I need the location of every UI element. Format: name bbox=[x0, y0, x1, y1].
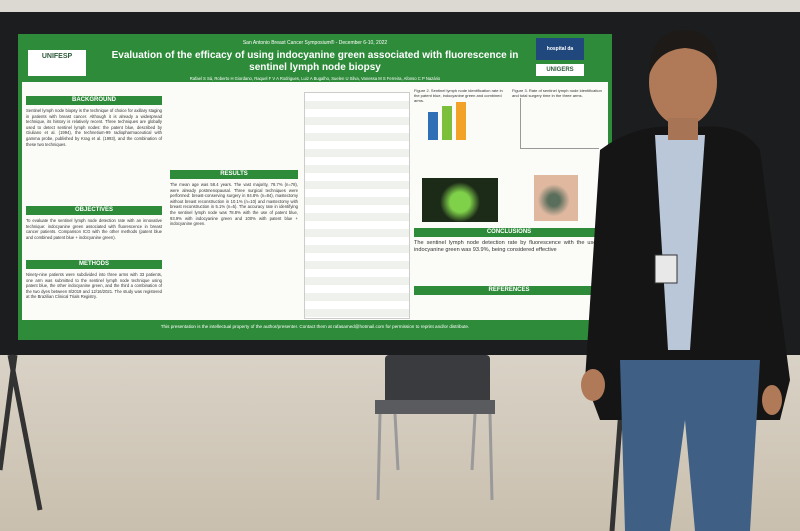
section-heading: BACKGROUND bbox=[26, 96, 162, 105]
authors: Rafael S Sá, Roberto H Giordano, Raquel … bbox=[189, 76, 441, 81]
section-heading: CONCLUSIONS bbox=[414, 228, 604, 237]
section-text: Sentinel lymph node biopsy is the techni… bbox=[26, 108, 162, 147]
section-text: To evaluate the sentinel lymph node dete… bbox=[26, 218, 162, 240]
section-heading: OBJECTIVES bbox=[26, 206, 162, 215]
wall bbox=[0, 0, 800, 12]
poster-header: San Antonio Breast Cancer Symposium® - D… bbox=[242, 40, 388, 46]
figure-bar bbox=[442, 106, 452, 140]
hand bbox=[762, 385, 782, 415]
section-text: Ninety-nine patients were subdivided int… bbox=[26, 272, 162, 300]
easel bbox=[0, 354, 643, 531]
head bbox=[649, 38, 717, 126]
figure-photo bbox=[534, 175, 578, 221]
chair-back bbox=[385, 355, 490, 405]
figure-bar bbox=[456, 102, 466, 140]
logo: UNIGERS bbox=[536, 64, 584, 76]
chair-legs bbox=[376, 413, 494, 501]
figure-caption: Figure 3. Rate of sentinel lymph node id… bbox=[512, 88, 602, 98]
logo: UNIFESP bbox=[28, 50, 86, 76]
figure-caption: Figure 2. Sentinel lymph node identifica… bbox=[414, 88, 503, 103]
figure-photo bbox=[422, 178, 498, 222]
poster-footer: This presentation is the intellectual pr… bbox=[160, 324, 470, 329]
badge bbox=[654, 254, 678, 284]
figure-plot bbox=[520, 98, 599, 149]
poster-title: Evaluation of the efficacy of using indo… bbox=[111, 50, 519, 73]
results-table bbox=[304, 92, 410, 319]
shirt bbox=[655, 135, 705, 350]
neck bbox=[668, 118, 698, 140]
section-heading: METHODS bbox=[26, 260, 162, 269]
section-heading: REFERENCES bbox=[414, 286, 604, 295]
chair-seat bbox=[375, 400, 495, 414]
section-text: The mean age was 58.4 years. The vast ma… bbox=[170, 182, 298, 227]
figure-bar bbox=[428, 112, 438, 140]
hand bbox=[581, 369, 605, 401]
hair bbox=[649, 30, 719, 75]
jeans bbox=[620, 360, 760, 531]
section-heading: RESULTS bbox=[170, 170, 298, 179]
section-text: The sentinel lymph node detection rate b… bbox=[414, 240, 604, 253]
